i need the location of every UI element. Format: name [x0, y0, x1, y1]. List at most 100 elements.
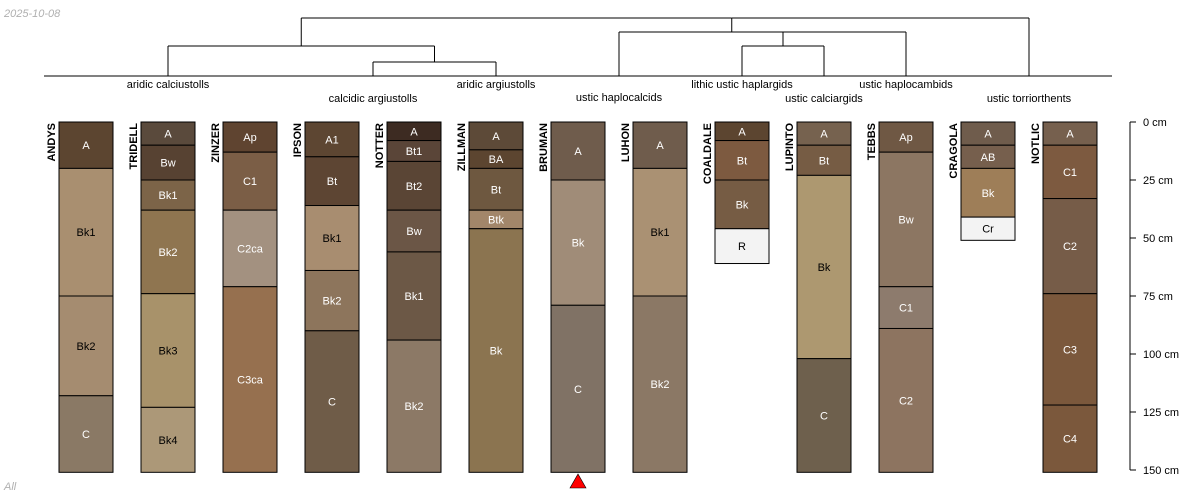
horizon-label-ipson-bt: Bt: [327, 176, 337, 188]
profile-name-bruman: BRUMAN: [538, 123, 550, 172]
profile-name-tridell: TRIDELL: [128, 123, 140, 170]
horizon-label-notter-a: A: [410, 126, 418, 138]
profile-name-zinzer: ZINZER: [210, 123, 222, 163]
horizon-label-luhon-bk1: Bk1: [651, 227, 670, 239]
horizon-notlic-c3: [1042, 293, 1098, 406]
horizon-label-lupinto-bt: Bt: [819, 155, 829, 167]
horizon-label-cragola-a: A: [984, 129, 992, 141]
horizon-label-ipson-bk1: Bk1: [323, 233, 342, 245]
profile-name-andys: ANDYS: [46, 123, 58, 162]
date-stamp: 2025-10-08: [4, 8, 61, 20]
group-label-ustic-calciargids: ustic calciargids: [785, 93, 863, 105]
horizon-label-cragola-bk: Bk: [982, 188, 995, 200]
horizon-label-tridell-a: A: [164, 129, 172, 141]
horizon-andys-bk1: [58, 167, 114, 297]
group-label-ustic-haplocambids: ustic haplocambids: [859, 79, 953, 91]
profile-name-lupinto: LUPINTO: [784, 123, 796, 172]
horizon-label-notlic-c1: C1: [1063, 167, 1077, 179]
profile-name-notter: NOTTER: [374, 123, 386, 168]
horizon-label-zillman-btk: Btk: [488, 214, 504, 226]
horizon-tebbs-ap: [878, 121, 934, 153]
horizon-label-notter-bw: Bw: [406, 226, 421, 238]
horizon-zinzer-c3ca: [222, 286, 278, 473]
horizon-ipson-c: [304, 330, 360, 473]
depth-axis-tick-label: 75 cm: [1143, 291, 1173, 303]
group-label-ustic-haplocalcids: ustic haplocalcids: [576, 92, 663, 104]
horizon-andys-c: [58, 395, 114, 473]
profile-marker-triangle: [569, 473, 587, 489]
profile-name-coaldale: COALDALE: [702, 123, 714, 184]
group-label-aridic-calciustolls: aridic calciustolls: [127, 79, 210, 91]
horizon-label-cragola-ab: AB: [981, 152, 996, 164]
depth-axis-tick-label: 25 cm: [1143, 175, 1173, 187]
horizon-tridell-bk1: [140, 179, 196, 211]
horizon-notlic-c1: [1042, 144, 1098, 200]
horizon-notter-bw: [386, 209, 442, 253]
horizon-label-luhon-a: A: [656, 140, 664, 152]
horizon-label-ipson-bk2: Bk2: [323, 296, 342, 308]
horizon-label-notlic-c2: C2: [1063, 241, 1077, 253]
horizon-bruman-a: [550, 121, 606, 181]
horizon-label-notter-bk2: Bk2: [405, 401, 424, 413]
depth-axis-tick-label: 50 cm: [1143, 233, 1173, 245]
horizon-label-tridell-bk3: Bk3: [159, 346, 178, 358]
horizon-label-zinzer-c3ca: C3ca: [237, 375, 264, 387]
horizon-ipson-bk1: [304, 205, 360, 271]
horizon-label-andys-bk2: Bk2: [77, 341, 96, 353]
horizon-label-zinzer-c1: C1: [243, 176, 257, 188]
horizon-label-notlic-a: A: [1066, 129, 1074, 141]
horizon-label-tridell-bw: Bw: [160, 158, 175, 170]
horizon-bruman-c: [550, 304, 606, 473]
profile-name-notlic: NOTLIC: [1030, 123, 1042, 164]
depth-axis-tick-label: 0 cm: [1143, 117, 1167, 129]
depth-axis-tick-label: 100 cm: [1143, 349, 1179, 361]
horizon-zinzer-ap: [222, 121, 278, 153]
horizon-label-tebbs-bw: Bw: [898, 214, 913, 226]
horizon-label-andys-bk1: Bk1: [77, 227, 96, 239]
horizon-andys-bk2: [58, 295, 114, 397]
horizon-lupinto-bt: [796, 144, 852, 176]
horizon-label-tridell-bk2: Bk2: [159, 247, 178, 259]
horizon-label-luhon-bk2: Bk2: [651, 379, 670, 391]
horizon-zinzer-c2ca: [222, 209, 278, 288]
profile-name-ipson: IPSON: [292, 123, 304, 157]
horizon-tebbs-bw: [878, 151, 934, 288]
horizon-notlic-c4: [1042, 404, 1098, 473]
horizon-label-andys-a: A: [82, 140, 90, 152]
horizon-label-zillman-bt: Bt: [491, 184, 501, 196]
horizon-label-coaldale-bt: Bt: [737, 155, 747, 167]
horizon-label-zillman-ba: BA: [489, 154, 504, 166]
horizon-label-lupinto-c: C: [820, 410, 828, 422]
horizon-luhon-a: [632, 121, 688, 169]
horizon-label-tebbs-c2: C2: [899, 395, 913, 407]
horizon-tridell-bk4: [140, 406, 196, 473]
horizon-zillman-bk: [468, 228, 524, 473]
horizon-coaldale-r: [714, 228, 770, 265]
horizon-label-tridell-bk4: Bk4: [159, 435, 178, 447]
horizon-ipson-a1: [304, 121, 360, 158]
horizon-label-bruman-a: A: [574, 146, 582, 158]
horizon-label-notlic-c4: C4: [1063, 434, 1077, 446]
horizon-tebbs-c2: [878, 327, 934, 473]
horizon-ipson-bt: [304, 156, 360, 207]
horizon-label-coaldale-a: A: [738, 126, 746, 138]
profile-name-luhon: LUHON: [620, 123, 632, 162]
group-label-ustic-torriorthents: ustic torriorthents: [987, 93, 1072, 105]
footer-label: All: [4, 481, 17, 493]
horizon-luhon-bk2: [632, 295, 688, 473]
profile-name-cragola: CRAGOLA: [948, 123, 960, 179]
horizon-luhon-bk1: [632, 167, 688, 297]
horizon-label-cragola-cr: Cr: [982, 224, 994, 236]
horizon-label-zinzer-c2ca: C2ca: [237, 243, 264, 255]
group-label-lithic-ustic-haplargids: lithic ustic haplargids: [691, 79, 793, 91]
horizon-label-bruman-bk: Bk: [572, 238, 585, 250]
horizon-lupinto-c: [796, 358, 852, 473]
horizon-label-notlic-c3: C3: [1063, 344, 1077, 356]
profile-name-tebbs: TEBBS: [866, 123, 878, 160]
horizon-label-zinzer-ap: Ap: [243, 132, 256, 144]
horizon-label-notter-bk1: Bk1: [405, 291, 424, 303]
horizon-label-lupinto-bk: Bk: [818, 262, 831, 274]
horizon-bruman-bk: [550, 179, 606, 306]
horizon-label-notter-bt1: Bt1: [406, 146, 423, 158]
